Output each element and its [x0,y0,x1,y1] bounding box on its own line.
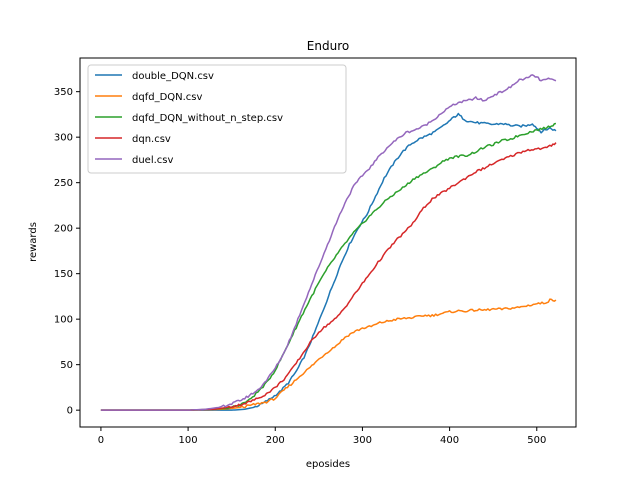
legend-label: duel.csv [132,155,174,166]
series-layer [100,74,557,411]
x-tick-label: 300 [353,435,372,446]
legend-label: double_DQN.csv [132,71,214,82]
x-tick-label: 200 [266,435,285,446]
legend: double_DQN.csv dqfd_DQN.csv dqfd_DQN_witho… [87,64,347,174]
y-tick-label: 50 [60,360,73,371]
y-tick-label: 300 [54,133,73,144]
y-tick-label: 350 [54,87,73,98]
plot-frame [79,57,577,428]
y-tick-label: 100 [54,315,73,326]
x-tick-label: 500 [527,435,546,446]
legend-label: dqfd_DQN_without_n_step.csv [132,113,283,124]
y-tick-label: 200 [54,224,73,235]
series-line [100,74,557,411]
y-axis-label: rewards [28,222,39,262]
y-tick-label: 250 [54,178,73,189]
y-tick-label: 0 [67,406,73,417]
y-axis-ticks: 0 50 100 150 200 250 300 350 [54,87,80,417]
y-tick-label: 150 [54,269,73,280]
x-axis-ticks: 0 100 200 300 400 500 [98,427,546,446]
legend-frame [87,64,347,174]
legend-label: dqn.csv [132,134,171,145]
x-tick-label: 400 [440,435,459,446]
legend-label: dqfd_DQN.csv [132,92,203,103]
x-tick-label: 0 [98,435,104,446]
x-axis-label: eposides [306,459,350,470]
x-tick-label: 100 [179,435,198,446]
chart-title: Enduro [307,39,349,53]
